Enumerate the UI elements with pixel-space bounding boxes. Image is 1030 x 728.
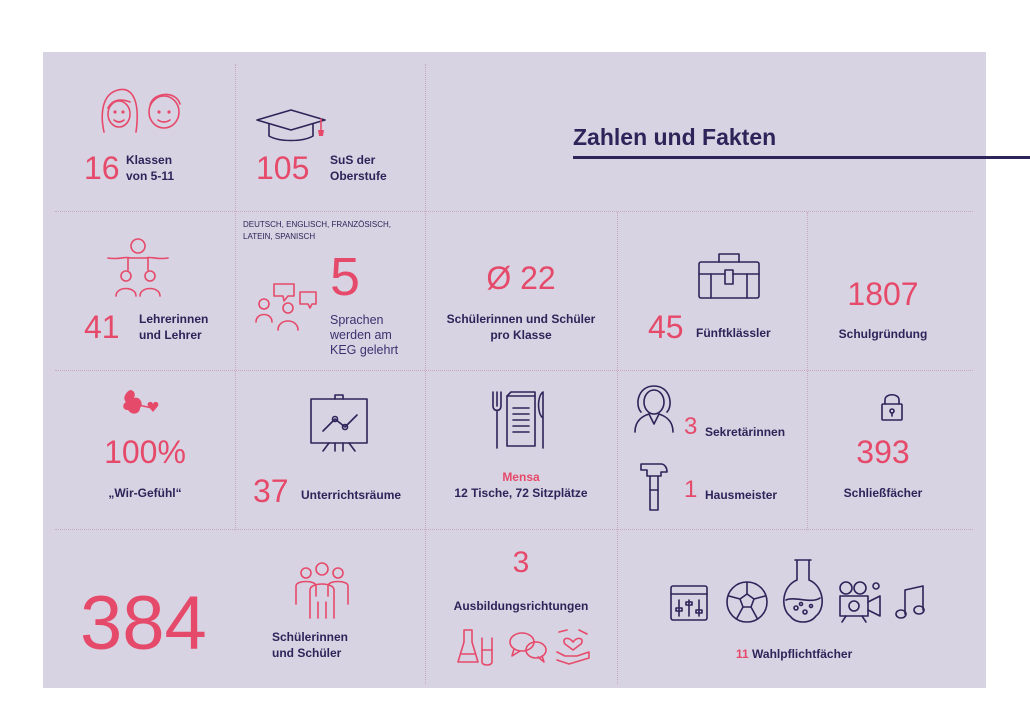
graduation-cap-icon — [256, 109, 326, 142]
languages-list: DEUTSCH, ENGLISCH, FRANZÖSISCH, LATEIN, S… — [243, 220, 392, 241]
wahlpflicht-number: 11 — [736, 647, 749, 661]
ausbildung-label: Ausbildungsrichtungen — [453, 599, 589, 613]
schliessfaecher-number: 393 — [856, 434, 910, 470]
children-faces-icon — [101, 88, 181, 133]
raeume-label: Unterrichtsräume — [301, 488, 402, 502]
sprachen-number: 5 — [330, 247, 361, 307]
title-underline — [573, 156, 1030, 159]
chemistry-flask-icon — [783, 559, 823, 623]
video-camera-icon — [839, 581, 881, 623]
klassengroesse-number: Ø 22 — [486, 260, 556, 296]
lock-icon — [881, 393, 903, 421]
cupid-heart-icon — [123, 390, 159, 414]
grid-divider — [55, 211, 973, 212]
hausmeister-label: Hausmeister — [705, 488, 778, 502]
wirgefuehl-number: 100% — [104, 434, 186, 470]
grid-divider — [55, 370, 973, 371]
klassen-number: 16 — [84, 150, 120, 186]
teacher-students-icon — [107, 238, 169, 297]
science-flasks-icon — [457, 629, 493, 666]
sekretaerinnen-label: Sekretärinnen — [705, 425, 786, 439]
gruendung-number: 1807 — [847, 276, 919, 312]
hausmeister-number: 1 — [684, 476, 698, 503]
mensa-label: 12 Tische, 72 Sitzplätze — [454, 486, 588, 500]
sekretaerinnen-number: 3 — [684, 413, 698, 440]
music-note-icon — [895, 585, 925, 619]
schliessfaecher-label: Schließfächer — [843, 486, 923, 500]
secretary-icon — [634, 385, 674, 433]
lehrer-number: 41 — [84, 309, 120, 345]
schueler-number: 384 — [80, 581, 207, 666]
raeume-number: 37 — [253, 473, 289, 509]
lehrer-label: Lehrerinnen und Lehrer — [139, 312, 209, 342]
mixer-icon — [670, 585, 708, 621]
student-group-icon — [295, 562, 349, 619]
oberstufe-label: SuS der Oberstufe — [330, 153, 387, 183]
sprachen-label: Sprachen werden am KEG gelehrt — [330, 313, 399, 357]
grid-divider — [55, 529, 973, 530]
speech-bubbles-icon — [509, 632, 547, 663]
grid-divider — [617, 212, 618, 684]
gruendung-label: Schulgründung — [838, 327, 928, 341]
fuenftklaessler-label: Fünftklässler — [696, 326, 771, 340]
klassen-label: Klassen von 5-11 — [126, 153, 175, 183]
presentation-board-icon — [310, 394, 368, 452]
klassengroesse-label: Schülerinnen und Schüler pro Klasse — [446, 312, 596, 342]
hammer-icon — [640, 463, 668, 511]
people-speech-bubbles-icon — [255, 283, 317, 331]
grid-divider — [235, 64, 236, 530]
briefcase-icon — [698, 253, 760, 299]
football-icon — [726, 581, 768, 623]
grid-divider — [425, 64, 426, 684]
ausbildung-number: 3 — [512, 546, 530, 579]
schueler-label: Schülerinnen und Schüler — [272, 630, 349, 660]
wahlpflicht-label-row: 11 Wahlpflichtfächer — [736, 646, 852, 662]
grid-divider — [807, 212, 808, 530]
heart-hands-icon — [556, 629, 590, 665]
fuenftklaessler-number: 45 — [648, 309, 684, 345]
mensa-heading: Mensa — [502, 470, 540, 484]
page-title: Zahlen und Fakten — [573, 124, 777, 150]
menu-cutlery-icon — [492, 391, 544, 449]
wirgefuehl-label: „Wir-Gefühl“ — [108, 486, 182, 500]
oberstufe-number: 105 — [256, 150, 310, 186]
wahlpflicht-label: Wahlpflichtfächer — [752, 647, 853, 661]
